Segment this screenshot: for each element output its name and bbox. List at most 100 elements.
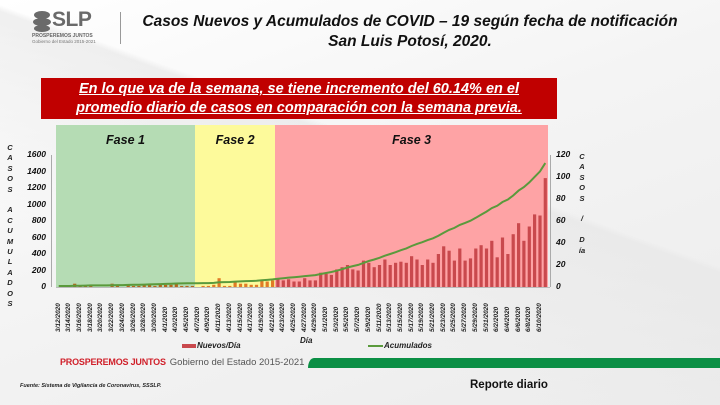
bar-nuevos [415,259,419,287]
x-tick-label: 4/19/2020 [257,303,265,332]
left-tick-label: 1600 [27,149,46,159]
bar-nuevos [500,237,505,287]
title-line-1: Casos Nuevos y Acumulados de COVID – 19 … [142,13,678,30]
x-tick-label: 4/1/2020 [161,306,169,332]
left-tick-label: 0 [41,281,46,291]
x-tick-label: 6/4/2020 [503,306,511,332]
right-tick-label: 120 [556,149,571,159]
x-tick-label: 4/23/2020 [279,303,287,332]
bar-nuevos [431,262,435,287]
footer-government: Gobierno del Estado 2015-2021 [169,356,305,368]
plot-area: Fase 1 Fase 2 Fase 3 [56,125,548,287]
bar-nuevos [506,254,510,287]
x-tick-label: 4/27/2020 [300,303,308,332]
bar-nuevos [238,283,243,287]
x-tick-label: 5/29/2020 [471,303,479,332]
phase-region-1: Fase 1 [56,125,196,287]
alert-banner: En lo que va de la semana, se tiene incr… [41,78,557,119]
x-tick-label: 5/25/2020 [450,303,458,332]
x-tick-label: 3/30/2020 [150,303,158,332]
bar-nuevos [426,259,430,287]
bar-nuevos [377,265,382,287]
line-acumulados [58,162,547,287]
right-tick-label: 100 [556,171,571,181]
slp-logo: SLP PROSPEREMOS JUNTOS Gobierno del Esta… [30,8,121,48]
bar-nuevos [329,274,333,287]
bar-nuevos [180,285,184,287]
bar-nuevos [351,269,355,287]
left-tick-label: 200 [31,264,46,275]
right-tick-label: 0 [556,281,561,291]
left-tick-label: 1200 [27,182,46,192]
bar-nuevos [153,285,157,287]
right-tick-label: 40 [556,237,566,247]
left-tick-label: 1000 [27,198,46,209]
bar-nuevos [265,281,269,287]
bar-nuevos [115,285,120,287]
legend-item-nuevos: Nuevos/Día [182,341,241,350]
bar-nuevos [410,256,414,287]
bar-nuevos [543,178,547,287]
bar-nuevos [383,259,387,287]
x-tick-label: 4/29/2020 [311,303,319,332]
x-tick-label: 4/15/2020 [236,303,244,332]
chart-svg [58,162,547,287]
x-tick-label: 4/5/2020 [183,306,191,332]
right-tick-label: 20 [556,259,566,269]
bar-nuevos [361,260,366,287]
bar-nuevos [313,280,317,287]
left-tick-label: 1400 [27,165,46,176]
x-tick-label: 5/5/2020 [343,306,351,332]
bar-nuevos [356,270,360,287]
bar-nuevos [206,285,210,287]
x-tick-label: 5/23/2020 [439,303,447,332]
bar-nuevos [533,214,537,287]
bar-nuevos [324,273,328,287]
x-tick-label: 5/15/2020 [396,303,404,332]
x-tick-label: 4/13/2020 [225,303,233,332]
bar-nuevos [233,281,237,287]
bar-nuevos [420,265,424,287]
logo-tagline: PROSPEREMOS JUNTOS [32,33,93,39]
x-tick-label: 4/3/2020 [172,306,180,332]
x-tick-label: 4/9/2020 [204,306,212,332]
bar-nuevos [148,284,152,287]
x-tick-label: 6/2/2020 [493,306,501,332]
legend-label-acumulados: Acumulados [384,341,433,350]
x-tick-label: 3/26/2020 [129,303,137,332]
bar-nuevos [169,284,173,287]
phase-region-2: Fase 2 [195,125,276,287]
bar-nuevos [260,280,264,287]
bar-nuevos [292,281,296,287]
footer-band: PROSPEREMOS JUNTOS Gobierno del Estado 2… [60,356,304,368]
bar-nuevos [388,265,392,287]
bar-nuevos [201,285,205,287]
logo-text: SLP [52,8,92,31]
bar-nuevos [458,248,462,287]
footer-slogan: PROSPEREMOS JUNTOS [60,357,166,367]
legend-item-acumulados: Acumulados [368,341,432,350]
x-axis-labels: 3/12/2020 3/14/2020 3/16/2020 3/18/2020 3/20… [55,290,548,332]
bar-nuevos [308,280,312,287]
report-label: Reporte diario [470,379,548,391]
bar-nuevos [404,262,408,287]
x-tick-label: 3/28/2020 [140,303,148,332]
x-tick-label: 5/11/2020 [375,303,383,332]
bar-nuevos [372,267,376,287]
x-tick-label: 3/20/2020 [97,303,105,332]
right-axis-line [550,155,551,287]
left-tick-label: 800 [31,215,46,225]
bar-nuevos [517,223,521,287]
bar-nuevos [190,285,194,287]
left-tick-label: 400 [31,248,46,258]
bar-nuevos [468,258,473,287]
x-axis-title: Día [300,336,313,345]
x-tick-label: 4/25/2020 [289,303,297,332]
bar-nuevos [212,284,216,287]
bar-nuevos [137,285,141,287]
slp-logo-mark-icon [33,11,51,32]
bar-nuevos [495,257,499,287]
x-tick-label: 6/10/2020 [535,303,543,332]
x-tick-label: 5/31/2020 [482,303,490,332]
